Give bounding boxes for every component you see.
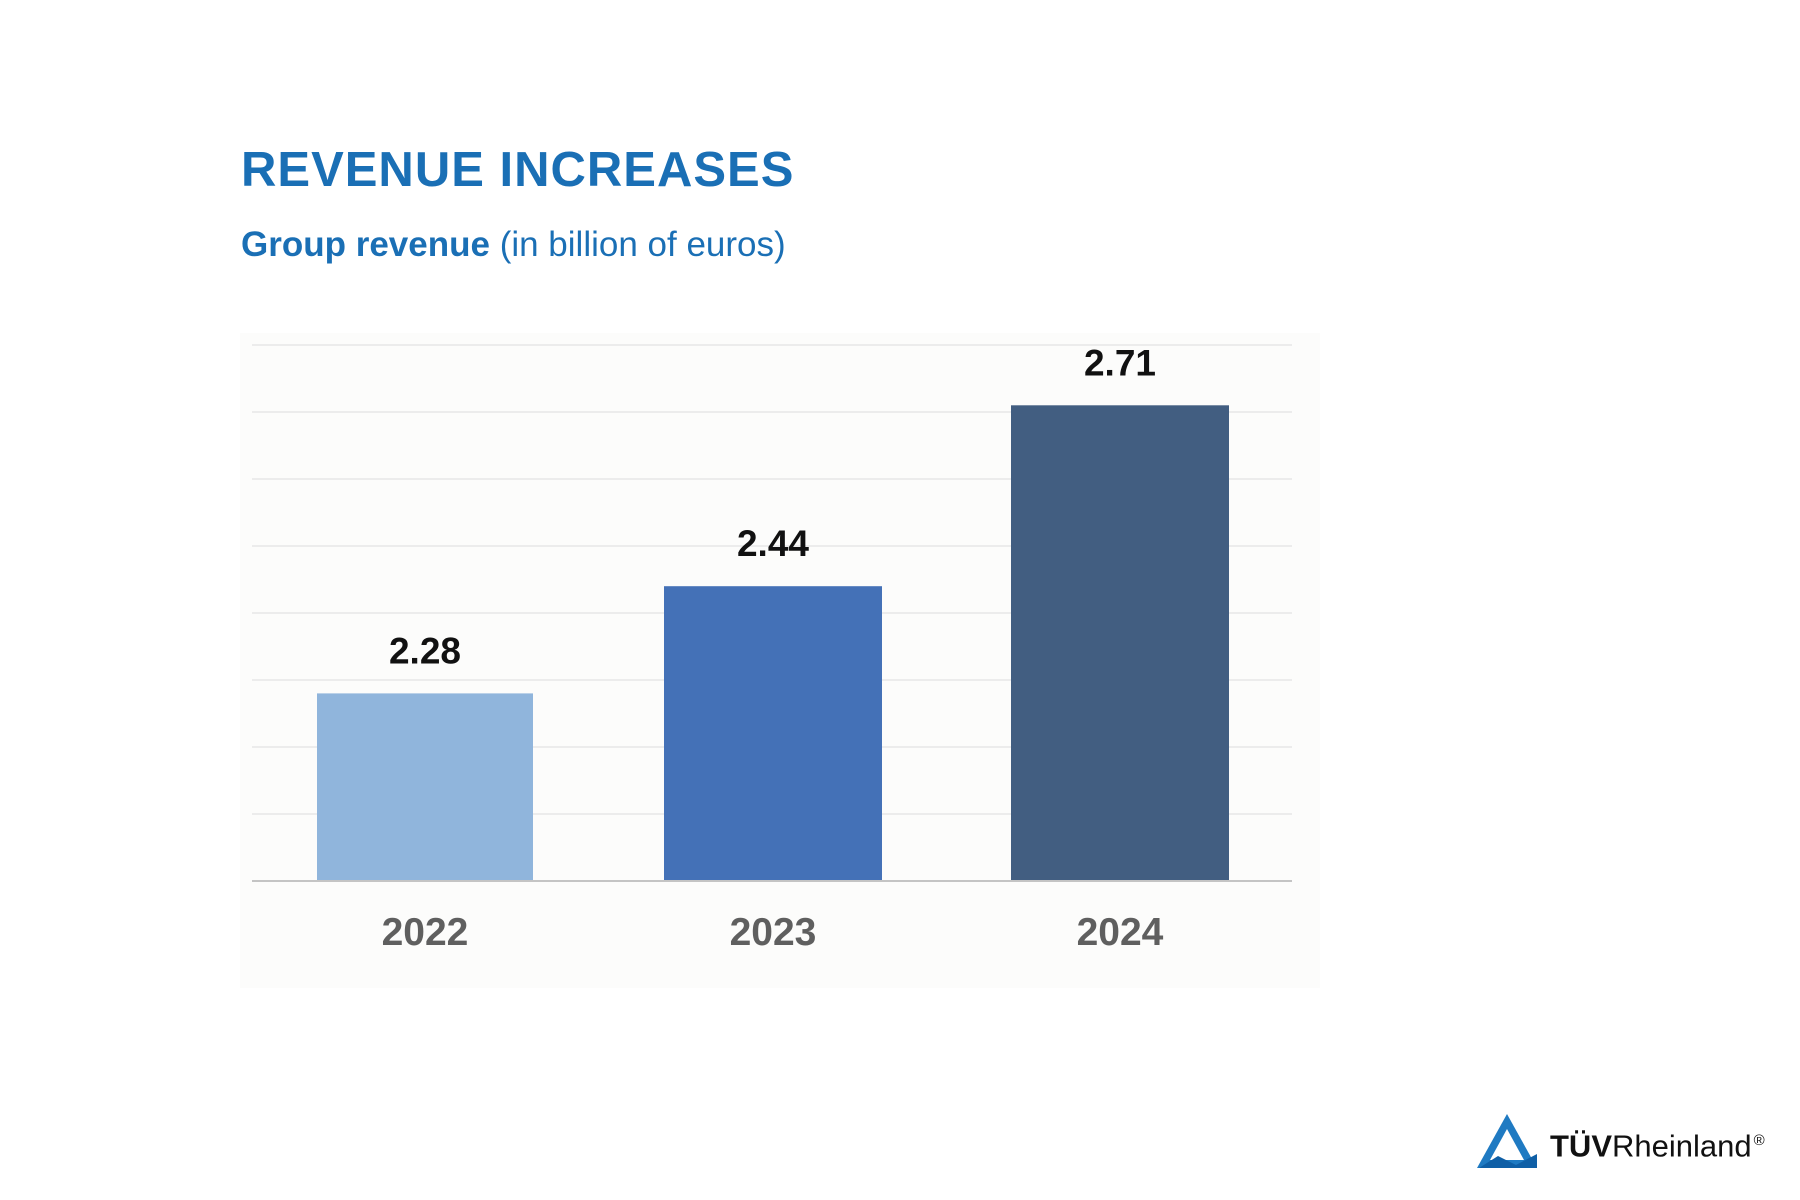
data-label-2024: 2.71 (1084, 342, 1156, 383)
bar-chart: 2.28 2.44 2.71 2022 2023 2024 (240, 333, 1320, 988)
subtitle-strong: Group revenue (241, 225, 490, 264)
logo-registered-mark: ® (1753, 1132, 1765, 1149)
logo-tuv-text: TÜV (1550, 1128, 1612, 1164)
x-tick-label-2023: 2023 (730, 911, 817, 954)
data-labels: 2.28 2.44 2.71 (389, 342, 1156, 671)
x-tick-label-2022: 2022 (382, 911, 469, 954)
data-label-2023: 2.44 (737, 523, 809, 564)
bar-2024 (1011, 405, 1229, 881)
logo-wordmark: TÜVRheinland ® (1550, 1122, 1765, 1165)
bar-chart-svg: 2.28 2.44 2.71 2022 2023 2024 (240, 333, 1320, 988)
bars (317, 405, 1229, 881)
chart-subtitle: Group revenue (in billion of euros) (241, 222, 786, 268)
logo-rheinland-text: Rheinland (1612, 1128, 1752, 1164)
bar-2023 (664, 586, 882, 881)
chart-title: REVENUE INCREASES (241, 143, 795, 197)
subtitle-light: (in billion of euros) (499, 225, 786, 264)
tuv-triangle-icon (1477, 1114, 1537, 1168)
x-tick-labels: 2022 2023 2024 (382, 911, 1164, 954)
bar-2022 (317, 693, 533, 881)
data-label-2022: 2.28 (389, 630, 461, 671)
x-tick-label-2024: 2024 (1077, 911, 1164, 954)
tuv-rheinland-logo: TÜVRheinland ® (1476, 1112, 1786, 1172)
